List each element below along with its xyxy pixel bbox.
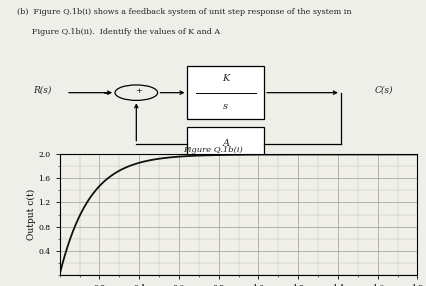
Text: Figure Q.1b(ii).  Identify the values of K and A: Figure Q.1b(ii). Identify the values of …	[17, 28, 220, 36]
Text: (b)  Figure Q.1b(i) shows a feedback system of unit step response of the system : (b) Figure Q.1b(i) shows a feedback syst…	[17, 8, 352, 16]
Text: K: K	[222, 74, 230, 83]
Text: s: s	[223, 102, 228, 111]
Text: +: +	[135, 87, 142, 95]
Text: Figure Q.1b(i): Figure Q.1b(i)	[183, 146, 243, 154]
Text: C(s): C(s)	[375, 85, 393, 94]
FancyBboxPatch shape	[187, 66, 264, 119]
FancyBboxPatch shape	[187, 127, 264, 161]
Y-axis label: Output c(t): Output c(t)	[26, 189, 36, 240]
Text: −: −	[103, 90, 111, 100]
Text: A: A	[222, 139, 229, 148]
Text: R(s): R(s)	[33, 85, 52, 94]
